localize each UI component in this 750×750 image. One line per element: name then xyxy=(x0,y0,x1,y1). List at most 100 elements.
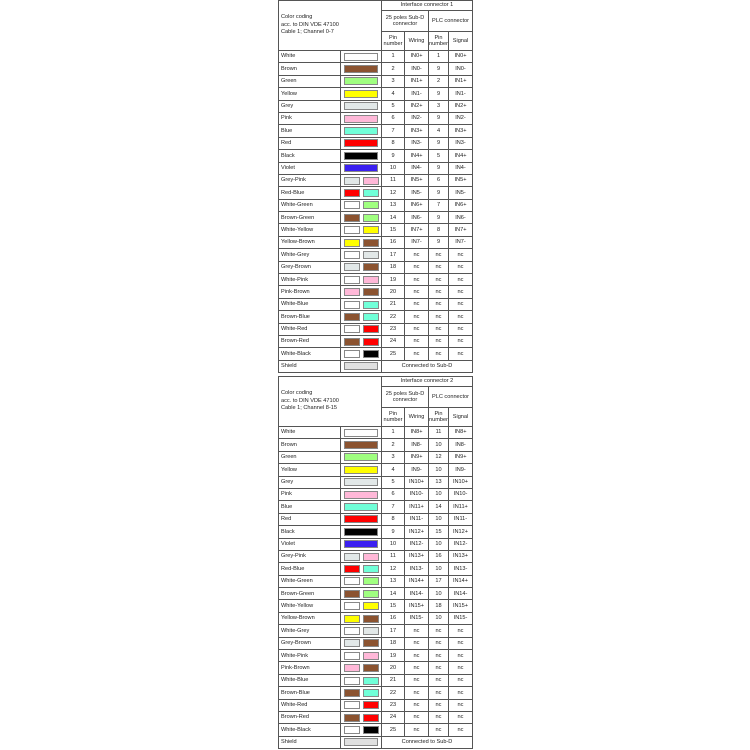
wiring: IN11+ xyxy=(404,500,429,514)
plc-pin-number: 9 xyxy=(428,235,449,250)
color-swatch xyxy=(362,614,379,623)
color-swatches xyxy=(340,599,382,613)
color-swatches xyxy=(340,475,382,489)
pin-number: 12 xyxy=(381,186,405,200)
color-swatch xyxy=(343,250,360,259)
table-row: White 1 IN8+ 11 IN8+ xyxy=(278,425,473,440)
table-row: Brown-Blue 22 nc nc nc xyxy=(278,310,473,324)
pin-number: 9 xyxy=(381,149,405,163)
wire-color-name: White-Blue xyxy=(278,673,341,688)
signal: nc xyxy=(448,661,473,675)
pinout-table-connector-1: Color coding acc. to DIN VDE 47100 Cable 1… xyxy=(278,0,473,374)
plc-pin-number: 5 xyxy=(428,149,449,163)
signal: nc xyxy=(448,297,473,312)
signal: nc xyxy=(448,260,473,275)
plc-pin-number: nc xyxy=(428,310,449,324)
color-swatch xyxy=(344,362,378,371)
wiring: nc xyxy=(404,723,429,737)
plc-pin-number: nc xyxy=(428,248,449,262)
color-swatch xyxy=(362,664,379,673)
color-swatches xyxy=(340,636,382,651)
wire-color-name: White-Grey xyxy=(278,624,341,638)
signal: IN13- xyxy=(448,562,473,576)
wire-color-name: White-Grey xyxy=(278,248,341,262)
wiring: nc xyxy=(404,649,429,663)
wire-color-name: Pink-Brown xyxy=(278,285,341,299)
signal: IN1- xyxy=(448,87,473,101)
pin-number: 3 xyxy=(381,450,405,465)
color-swatch xyxy=(362,350,379,359)
signal: IN6+ xyxy=(448,198,473,213)
color-swatch xyxy=(343,213,360,222)
plc-pin-number: 7 xyxy=(428,198,449,213)
color-swatch xyxy=(362,564,379,573)
wiring: IN10- xyxy=(404,487,429,502)
signal-header: Signal xyxy=(448,407,473,427)
plc-pin-number: 10 xyxy=(428,537,449,551)
table-row: White-Black 25 nc nc nc xyxy=(278,723,473,737)
pin-number: 10 xyxy=(381,161,405,175)
signal-header: Signal xyxy=(448,31,473,51)
wire-color-name: Pink-Brown xyxy=(278,661,341,675)
signal: IN3+ xyxy=(448,124,473,138)
signal: nc xyxy=(448,698,473,713)
table-row: White-Grey 17 nc nc nc xyxy=(278,624,473,638)
signal: IN4+ xyxy=(448,149,473,163)
color-swatch xyxy=(344,465,378,474)
color-swatches xyxy=(340,198,382,213)
pin-number: 25 xyxy=(381,723,405,737)
plc-pin-number: nc xyxy=(428,673,449,688)
color-swatches xyxy=(340,735,382,750)
connector-header: Interface connector 1 xyxy=(381,0,473,11)
pin-number: 5 xyxy=(381,99,405,113)
table-row: Pink-Brown 20 nc nc nc xyxy=(278,661,473,675)
color-swatch xyxy=(343,312,360,321)
pin-number: 19 xyxy=(381,273,405,287)
signal: IN15- xyxy=(448,611,473,626)
wiring: IN1+ xyxy=(404,74,429,89)
pin-number: 23 xyxy=(381,322,405,337)
wiring: IN12- xyxy=(404,537,429,551)
table-row: Brown-Blue 22 nc nc nc xyxy=(278,686,473,700)
plc-pin-number: 10 xyxy=(428,463,449,477)
wiring: IN11- xyxy=(404,512,429,527)
signal: IN2+ xyxy=(448,99,473,113)
color-swatches xyxy=(340,359,382,374)
wire-color-name: Red xyxy=(278,512,341,527)
wire-color-name: Grey xyxy=(278,475,341,489)
wire-color-name: Black xyxy=(278,149,341,163)
plc-pin-number: nc xyxy=(428,636,449,651)
color-swatches xyxy=(340,310,382,324)
signal: nc xyxy=(448,322,473,337)
table-row: Black 9 IN12+ 15 IN12+ xyxy=(278,525,473,539)
table-row: Brown-Red 24 nc nc nc xyxy=(278,334,473,349)
color-swatch xyxy=(344,540,378,549)
wiring: IN8- xyxy=(404,438,429,452)
color-swatch xyxy=(343,176,360,185)
wiring: nc xyxy=(404,273,429,287)
plc-pin-number: 18 xyxy=(428,599,449,613)
wire-color-name: White-Pink xyxy=(278,649,341,663)
plc-pin-number: 10 xyxy=(428,611,449,626)
wire-color-name: Blue xyxy=(278,500,341,514)
wiring: IN5+ xyxy=(404,173,429,188)
signal: IN14+ xyxy=(448,574,473,589)
plc-pin-number: nc xyxy=(428,661,449,675)
table-row: White-Pink 19 nc nc nc xyxy=(278,649,473,663)
color-swatch xyxy=(344,490,378,499)
wiring: IN1- xyxy=(404,87,429,101)
plc-pin-number: nc xyxy=(428,347,449,361)
color-swatches xyxy=(340,710,382,725)
plc-pin-number: 1 xyxy=(428,49,449,64)
wiring: IN2- xyxy=(404,111,429,126)
signal: IN4- xyxy=(448,161,473,175)
plc-pin-number: nc xyxy=(428,723,449,737)
pin-number: 17 xyxy=(381,248,405,262)
color-swatch xyxy=(343,639,360,648)
color-swatch xyxy=(343,288,360,297)
color-swatches xyxy=(340,149,382,163)
plc-pin-number: nc xyxy=(428,686,449,700)
wire-color-name: Yellow-Brown xyxy=(278,611,341,626)
wiring: IN14- xyxy=(404,587,429,601)
wiring: nc xyxy=(404,661,429,675)
